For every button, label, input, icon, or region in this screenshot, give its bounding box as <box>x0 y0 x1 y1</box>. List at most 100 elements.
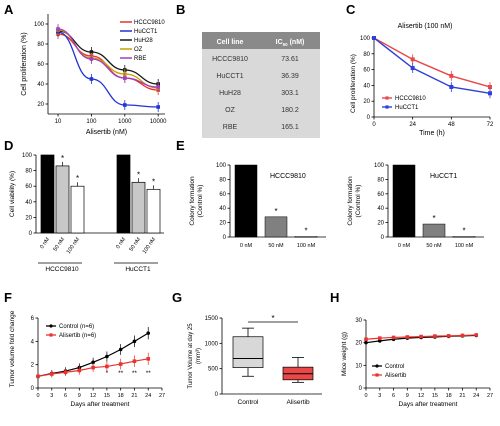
panel-h-point-Control <box>364 340 368 345</box>
panel-e1-y-tick-label: 0 <box>223 235 227 241</box>
panel-f-y-tick-label: 4 <box>31 339 35 345</box>
panel-f-x-tick-label: 15 <box>104 393 110 399</box>
panel-f-y-tick-label: 6 <box>31 316 35 322</box>
panel-a-point-RBE <box>123 76 127 80</box>
panel-label-E: E <box>176 138 185 153</box>
panel-f-legend-label: Alisertib (n=6) <box>59 333 96 339</box>
panel-h-legend-marker <box>375 373 379 377</box>
panel-e1-y-tick-label: 40 <box>219 206 226 212</box>
panel-e1-y-tick-label: 100 <box>216 163 227 169</box>
panel-e1-y-tick-label: 60 <box>219 192 226 198</box>
panel-label-B: B <box>176 2 185 17</box>
panel-h-y-tick-label: 10 <box>355 363 362 369</box>
panel-h-point-Alisertib <box>433 334 437 338</box>
panel-b-cell-name: RBE <box>223 124 238 131</box>
panel-c-point-HuCCT1 <box>488 91 492 96</box>
panel-f-sig-label: * <box>106 370 109 377</box>
panel-b-table-bg <box>202 32 320 138</box>
panel-a-y-tick-label: 80 <box>37 42 44 48</box>
panel-h-point-Alisertib <box>391 335 396 340</box>
panel-e2-sig-label: * <box>432 214 435 223</box>
panel-h-point-Alisertib <box>460 333 465 338</box>
panel-g-y-label: (mm³) <box>196 348 202 364</box>
panel-h-y-tick-label: 30 <box>355 318 362 324</box>
panel-a-point-HuH28 <box>89 50 94 54</box>
panel-h-x-tick-label: 12 <box>418 393 424 399</box>
panel-label-A: A <box>4 2 14 17</box>
panel-f-y-tick-label: 0 <box>31 386 35 392</box>
panel-c-y-tick-label: 60 <box>363 68 370 74</box>
panel-e1-y-tick-label: 80 <box>219 177 226 183</box>
panel-f-sig-label: ** <box>118 370 124 377</box>
panel-b-cell-ic50: 180.2 <box>281 107 299 114</box>
panel-g-y-tick-label: 1000 <box>205 341 219 347</box>
panel-g-x-tick-label: Control <box>238 399 260 406</box>
panel-b-cell-ic50: 73.61 <box>281 56 299 63</box>
panel-e1-x-tick-label: 50 nM <box>268 243 284 249</box>
panel-d-x-tick-label: 0 nM <box>39 236 51 250</box>
panel-e2-y-label: Colony formation <box>347 176 354 226</box>
panel-b-header-ic50: IC50 (nM) <box>276 39 305 47</box>
panel-e1-bar <box>294 236 318 238</box>
panel-c-y-tick-label: 80 <box>363 52 370 58</box>
panel-a-x-tick-label: 100 <box>86 119 97 125</box>
panel-e2-sig-label: * <box>462 226 465 235</box>
panel-c-legend-marker <box>385 105 389 109</box>
panel-h-point-Alisertib <box>446 334 451 338</box>
panel-e2-y-label: (Control %) <box>355 185 362 218</box>
panel-e1-y-label: Colony formation <box>189 176 196 226</box>
panel-f-point-Alisertib (n=6) <box>91 365 95 370</box>
panel-c-point-HCCC9810 <box>488 84 492 89</box>
panel-c-y-tick-label: 100 <box>360 36 371 42</box>
panel-d-bar <box>116 154 131 234</box>
panel-f-x-tick-label: 27 <box>159 393 165 399</box>
panel-f-point-Alisertib (n=6) <box>132 359 137 363</box>
panel-a-x-label: Alisertib (nM) <box>86 129 127 136</box>
panel-a-point-RBE <box>156 85 160 89</box>
panel-g-y-tick-label: 1500 <box>205 316 219 322</box>
panel-d-sig-label: * <box>61 154 64 163</box>
panel-f-point-Control (n=6) <box>132 339 137 344</box>
panel-c-x-tick-label: 48 <box>448 122 455 128</box>
panel-f-x-tick-label: 6 <box>64 393 67 399</box>
panel-d-bar <box>146 188 161 234</box>
panel-c-point-HuCCT1 <box>449 84 454 89</box>
panel-d-y-tick-label: 80 <box>25 169 32 175</box>
panel-f-point-Alisertib (n=6) <box>49 372 54 376</box>
panel-e1-sig-label: * <box>274 207 277 216</box>
panel-h-x-tick-label: 18 <box>446 393 452 399</box>
panel-a-legend-label: HuH28 <box>134 38 153 44</box>
panel-c-point-HuCCT1 <box>410 66 415 71</box>
panel-a-x-tick-label: 1000 <box>118 119 132 125</box>
panel-e1-bar <box>234 164 258 238</box>
panel-label-H: H <box>330 290 339 305</box>
panel-b-cell-ic50: 303.1 <box>281 90 299 97</box>
panel-h-point-Alisertib <box>377 336 382 340</box>
panel-a-point-RBE <box>89 57 94 61</box>
panel-d-y-tick-label: 0 <box>29 231 33 237</box>
panel-c-point-HCCC9810 <box>449 73 454 78</box>
panel-d-bar <box>55 165 70 234</box>
panel-a-legend-label: RBE <box>134 56 146 62</box>
panel-c-y-tick-label: 40 <box>363 83 370 89</box>
panel-h-x-tick-label: 24 <box>473 393 479 399</box>
panel-e2-x-tick-label: 50 nM <box>426 243 442 249</box>
panel-a-series-line-RBE <box>57 28 159 88</box>
panel-d-x-tick-label: 100 nM <box>142 236 158 255</box>
panel-a-y-tick-label: 40 <box>37 82 44 88</box>
panel-e2-y-tick-label: 0 <box>381 235 385 241</box>
panel-f-point-Alisertib (n=6) <box>36 374 40 379</box>
panel-a-series-line-HuH28 <box>57 30 159 85</box>
panel-d-sig-label: * <box>76 174 79 183</box>
panel-h-x-tick-label: 15 <box>432 393 438 399</box>
panel-a-x-tick-label: 10 <box>55 119 62 125</box>
panel-f-point-Alisertib (n=6) <box>105 364 109 369</box>
panel-d-y-label: Cell viability (%) <box>9 171 16 217</box>
panel-g-y-tick-label: 500 <box>208 367 219 373</box>
panel-label-C: C <box>346 2 356 17</box>
panel-f-y-label: Tumor volume fold change <box>9 310 16 387</box>
panel-d-x-tick-label: 50 nM <box>52 236 66 252</box>
panel-a-point-HuCCT1 <box>123 103 127 107</box>
panel-e2-y-tick-label: 100 <box>374 163 385 169</box>
